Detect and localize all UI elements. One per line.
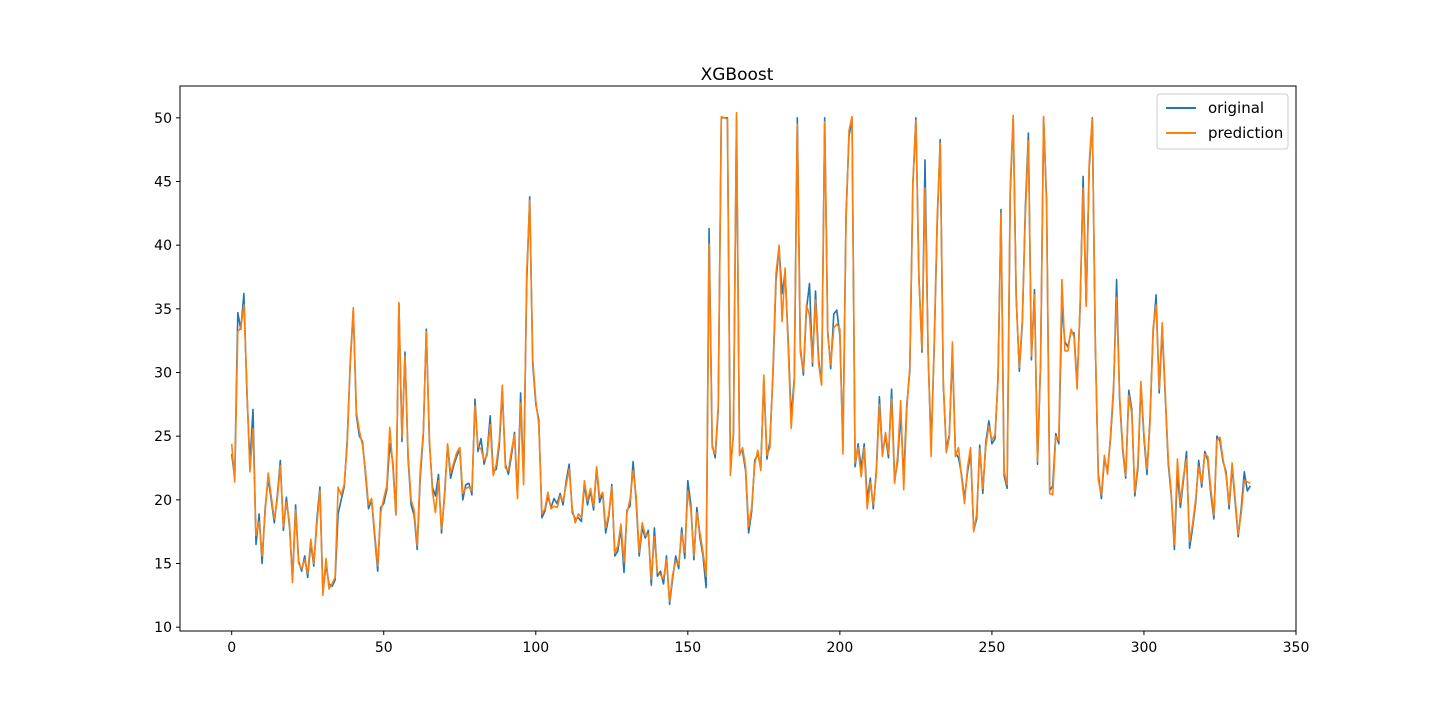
x-tick-label: 150 [674, 640, 701, 656]
x-tick-label: 50 [375, 640, 393, 656]
y-tick-label: 10 [154, 620, 172, 636]
axes-frame [179, 85, 1297, 632]
legend-label-original: original [1208, 99, 1264, 117]
y-tick-label: 45 [154, 175, 172, 191]
x-tick-label: 300 [1131, 640, 1158, 656]
chart-title: XGBoost [701, 65, 774, 85]
series-line-prediction [230, 111, 1251, 603]
legend-label-prediction: prediction [1208, 124, 1283, 142]
x-tick-label: 250 [979, 640, 1006, 656]
x-tick-label: 0 [227, 640, 236, 656]
y-tick-label: 40 [154, 238, 172, 254]
y-tick-label: 25 [154, 429, 172, 445]
y-tick-label: 30 [154, 366, 172, 382]
x-tick-label: 100 [522, 640, 549, 656]
axes-ticks: 0 50 100 150 200 250 300 350 10 15 20 25 30 35 40 45 50 [154, 111, 1309, 656]
y-tick-label: 20 [154, 493, 172, 509]
x-tick-label: 200 [827, 640, 854, 656]
y-tick-label: 35 [154, 302, 172, 318]
legend: original prediction [1156, 93, 1289, 150]
plot-area [230, 111, 1252, 606]
y-tick-label: 15 [154, 557, 172, 573]
x-tick-label: 350 [1283, 640, 1310, 656]
y-tick-label: 50 [154, 111, 172, 127]
